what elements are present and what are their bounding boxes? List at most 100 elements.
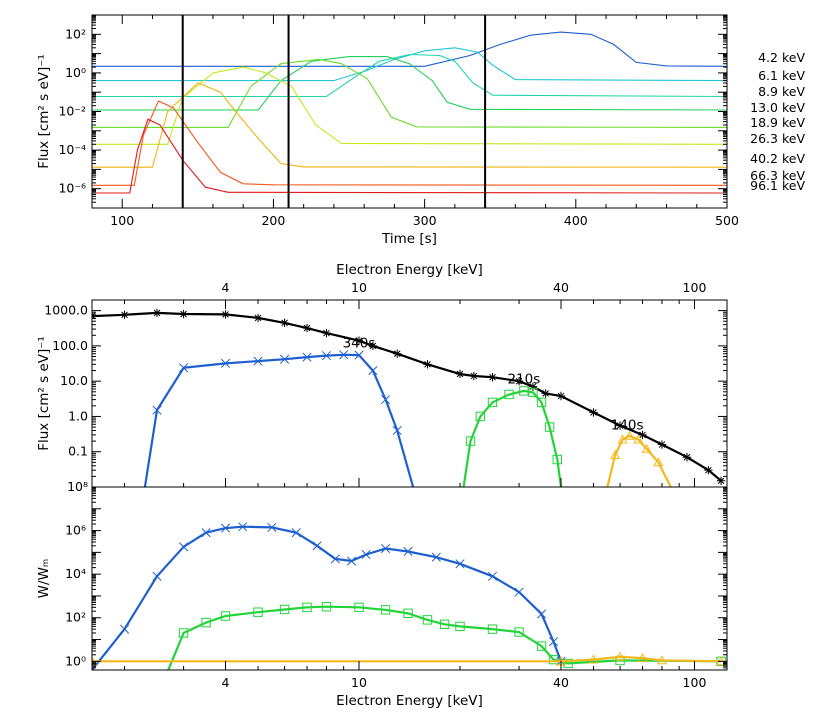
data-point — [119, 624, 130, 634]
data-point — [354, 602, 364, 613]
data-point — [346, 556, 357, 566]
x-tick-label: 100 — [110, 213, 134, 228]
data-point — [615, 421, 625, 430]
legend-entry: 6.1 keV — [758, 68, 805, 83]
data-point — [465, 436, 476, 446]
x-tick-label-top: 40 — [553, 280, 569, 295]
time-series-panel: 100 200 300 400 500 10⁻⁶ 10⁻⁴ 10⁻² 10⁰ 10² 4.2 keV… — [36, 14, 805, 247]
flux-spectrum-panel: 4 10 40 100 Electron Energy [keV] 1000.0 100.0… — [36, 262, 728, 494]
y-tick-label: 10⁻⁴ — [58, 142, 86, 157]
plot-frame — [91, 299, 728, 488]
data-point — [321, 351, 332, 361]
data-point — [514, 627, 524, 637]
data-point — [552, 454, 562, 465]
data-point — [267, 522, 277, 532]
data-point — [381, 543, 391, 554]
series-group — [167, 602, 726, 670]
series-line-66-3-keV — [92, 100, 727, 186]
data-point — [615, 651, 626, 661]
data-point — [302, 323, 312, 333]
data-point — [536, 397, 547, 408]
data-point — [548, 654, 559, 665]
y-axis-label: Flux [cm² s eV]⁻¹ — [36, 54, 52, 169]
data-point — [201, 617, 211, 628]
data-point — [178, 628, 189, 638]
data-point — [536, 641, 547, 651]
data-point — [179, 309, 188, 319]
data-point — [431, 552, 441, 562]
x-tick-label: 300 — [413, 213, 437, 228]
legend-entry: 26.3 keV — [750, 131, 805, 146]
data-point — [339, 350, 349, 360]
data-point — [716, 476, 726, 485]
data-point — [368, 365, 378, 376]
series-line-8-9-keV — [92, 53, 727, 98]
data-point — [455, 621, 465, 632]
data-point — [514, 587, 524, 597]
data-point — [279, 604, 290, 615]
data-point — [637, 652, 648, 663]
y-axis-label: Flux [cm² s eV]⁻¹ — [36, 336, 52, 451]
x-tick-label: 200 — [261, 213, 285, 228]
series-group — [92, 651, 727, 666]
data-point — [220, 358, 231, 368]
energy-ratio-panel: 4 10 40 100 Electron Energy [keV] 10⁰ 10² 10⁴ 10… — [36, 486, 728, 709]
data-point — [152, 308, 162, 318]
series-line — [92, 525, 563, 670]
y-axis-label: W/Wₘ — [36, 559, 52, 599]
data-point — [152, 405, 162, 415]
y-tick-label: 10⁸ — [67, 479, 88, 494]
y-tick-label: 10² — [65, 26, 86, 41]
y-tick-label: 100.0 — [52, 338, 88, 353]
series-line-4-2-keV — [92, 31, 727, 67]
data-point — [221, 310, 230, 319]
x-tick-label: 400 — [564, 213, 588, 228]
plot-frame — [91, 14, 728, 209]
data-point — [368, 341, 378, 351]
plot-frame — [91, 486, 728, 671]
series-group — [92, 522, 566, 670]
data-point — [487, 624, 498, 634]
data-point — [403, 546, 413, 557]
x-tick-label: 100 — [683, 675, 707, 690]
series-group — [462, 386, 563, 487]
data-point — [291, 528, 301, 538]
data-point — [487, 571, 498, 581]
series-line-6-1-keV — [92, 47, 727, 82]
y-tick-label: 10.0 — [60, 373, 88, 388]
annotation-label: 140s — [611, 418, 644, 434]
data-point — [657, 440, 667, 449]
legend-entry: 66.3 keV — [750, 168, 805, 183]
data-point — [589, 408, 598, 417]
y-tick-label: 10⁰ — [65, 653, 86, 668]
data-point — [610, 449, 621, 460]
data-point — [220, 523, 231, 533]
data-point — [475, 411, 486, 422]
data-point — [544, 422, 555, 432]
data-point — [380, 605, 391, 615]
data-point — [638, 430, 647, 440]
data-point — [653, 457, 664, 467]
legend-entry: 8.9 keV — [758, 84, 805, 99]
x-axis-label: Electron Energy [keV] — [336, 693, 483, 709]
data-point — [556, 391, 566, 401]
legend-entry: 13.0 keV — [750, 100, 805, 115]
data-point — [455, 559, 465, 569]
annotation-label: 340s — [343, 336, 376, 352]
legend-entry: 4.2 keV — [758, 50, 805, 65]
y-tick-label: 10² — [65, 610, 86, 625]
legend-entry: 18.9 keV — [750, 115, 805, 130]
data-point — [393, 349, 402, 358]
data-point — [403, 608, 413, 618]
data-point — [280, 318, 289, 328]
data-point — [541, 389, 550, 398]
data-point — [179, 542, 189, 552]
series-line-96-1-keV — [92, 118, 727, 194]
data-point — [201, 528, 211, 538]
x-axis-label: Time [s] — [381, 231, 437, 247]
data-point — [179, 363, 189, 373]
data-point — [120, 310, 129, 320]
data-point — [253, 356, 263, 366]
data-point — [488, 372, 497, 382]
